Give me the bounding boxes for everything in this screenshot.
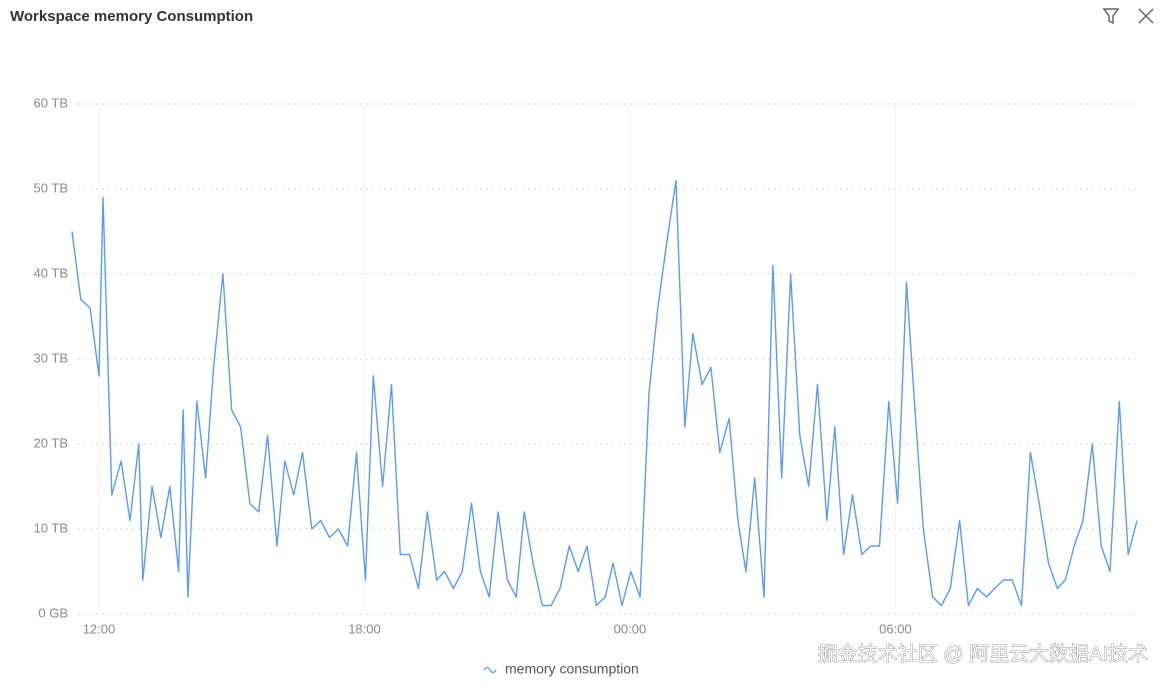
close-icon[interactable] bbox=[1138, 8, 1154, 24]
y-tick-label: 60 TB bbox=[34, 95, 68, 110]
series-line bbox=[71, 179, 1138, 607]
y-tick-label: 0 GB bbox=[38, 605, 68, 620]
y-tick-label: 50 TB bbox=[34, 180, 68, 195]
x-tick-label: 18:00 bbox=[348, 621, 381, 636]
y-tick-label: 30 TB bbox=[34, 350, 68, 365]
close-shape[interactable] bbox=[1138, 8, 1154, 24]
x-tick-label: 06:00 bbox=[879, 621, 912, 636]
x-tick-label: 00:00 bbox=[614, 621, 647, 636]
legend-item: memory consumption bbox=[483, 661, 639, 677]
filter-icon[interactable] bbox=[1102, 8, 1120, 25]
y-tick-label: 40 TB bbox=[34, 265, 68, 280]
watermark: 掘金技术社区 @ 阿里云大数据AI技术 bbox=[818, 642, 1148, 665]
chart-title: Workspace memory Consumption bbox=[10, 8, 253, 25]
y-tick-label: 20 TB bbox=[34, 435, 68, 450]
x-tick-label: 12:00 bbox=[83, 621, 116, 636]
filter-shape[interactable] bbox=[1102, 8, 1120, 25]
legend-label: memory consumption bbox=[505, 661, 639, 677]
y-tick-label: 10 TB bbox=[34, 520, 68, 535]
legend-swatch bbox=[483, 666, 497, 674]
